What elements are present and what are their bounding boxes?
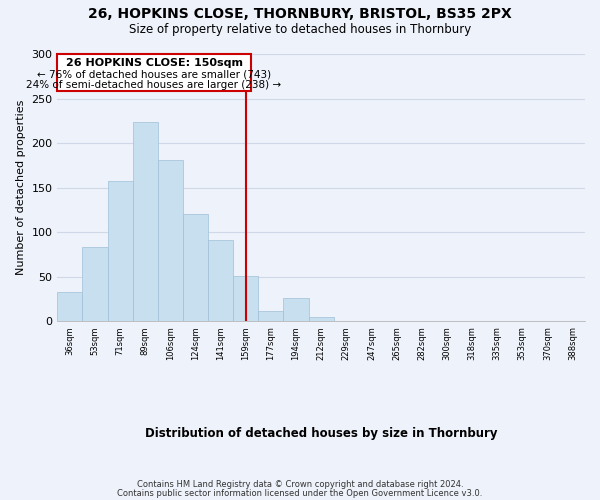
Bar <box>208 240 233 322</box>
Text: Size of property relative to detached houses in Thornbury: Size of property relative to detached ho… <box>129 22 471 36</box>
Bar <box>58 292 82 322</box>
Text: 26 HOPKINS CLOSE: 150sqm: 26 HOPKINS CLOSE: 150sqm <box>65 58 242 68</box>
Text: ← 76% of detached houses are smaller (743): ← 76% of detached houses are smaller (74… <box>37 69 271 79</box>
Y-axis label: Number of detached properties: Number of detached properties <box>16 100 26 276</box>
Text: 26, HOPKINS CLOSE, THORNBURY, BRISTOL, BS35 2PX: 26, HOPKINS CLOSE, THORNBURY, BRISTOL, B… <box>88 8 512 22</box>
Text: Contains public sector information licensed under the Open Government Licence v3: Contains public sector information licen… <box>118 488 482 498</box>
Bar <box>107 180 133 322</box>
X-axis label: Distribution of detached houses by size in Thornbury: Distribution of detached houses by size … <box>145 427 497 440</box>
Bar <box>133 122 158 322</box>
Bar <box>82 248 107 322</box>
Bar <box>259 311 283 322</box>
FancyBboxPatch shape <box>58 54 251 92</box>
Bar <box>183 214 208 322</box>
Text: Contains HM Land Registry data © Crown copyright and database right 2024.: Contains HM Land Registry data © Crown c… <box>137 480 463 489</box>
Bar <box>535 320 560 322</box>
Bar <box>158 160 183 322</box>
Bar <box>308 317 334 322</box>
Text: 24% of semi-detached houses are larger (238) →: 24% of semi-detached houses are larger (… <box>26 80 281 90</box>
Bar <box>233 276 259 322</box>
Bar <box>283 298 308 322</box>
Bar <box>359 320 384 322</box>
